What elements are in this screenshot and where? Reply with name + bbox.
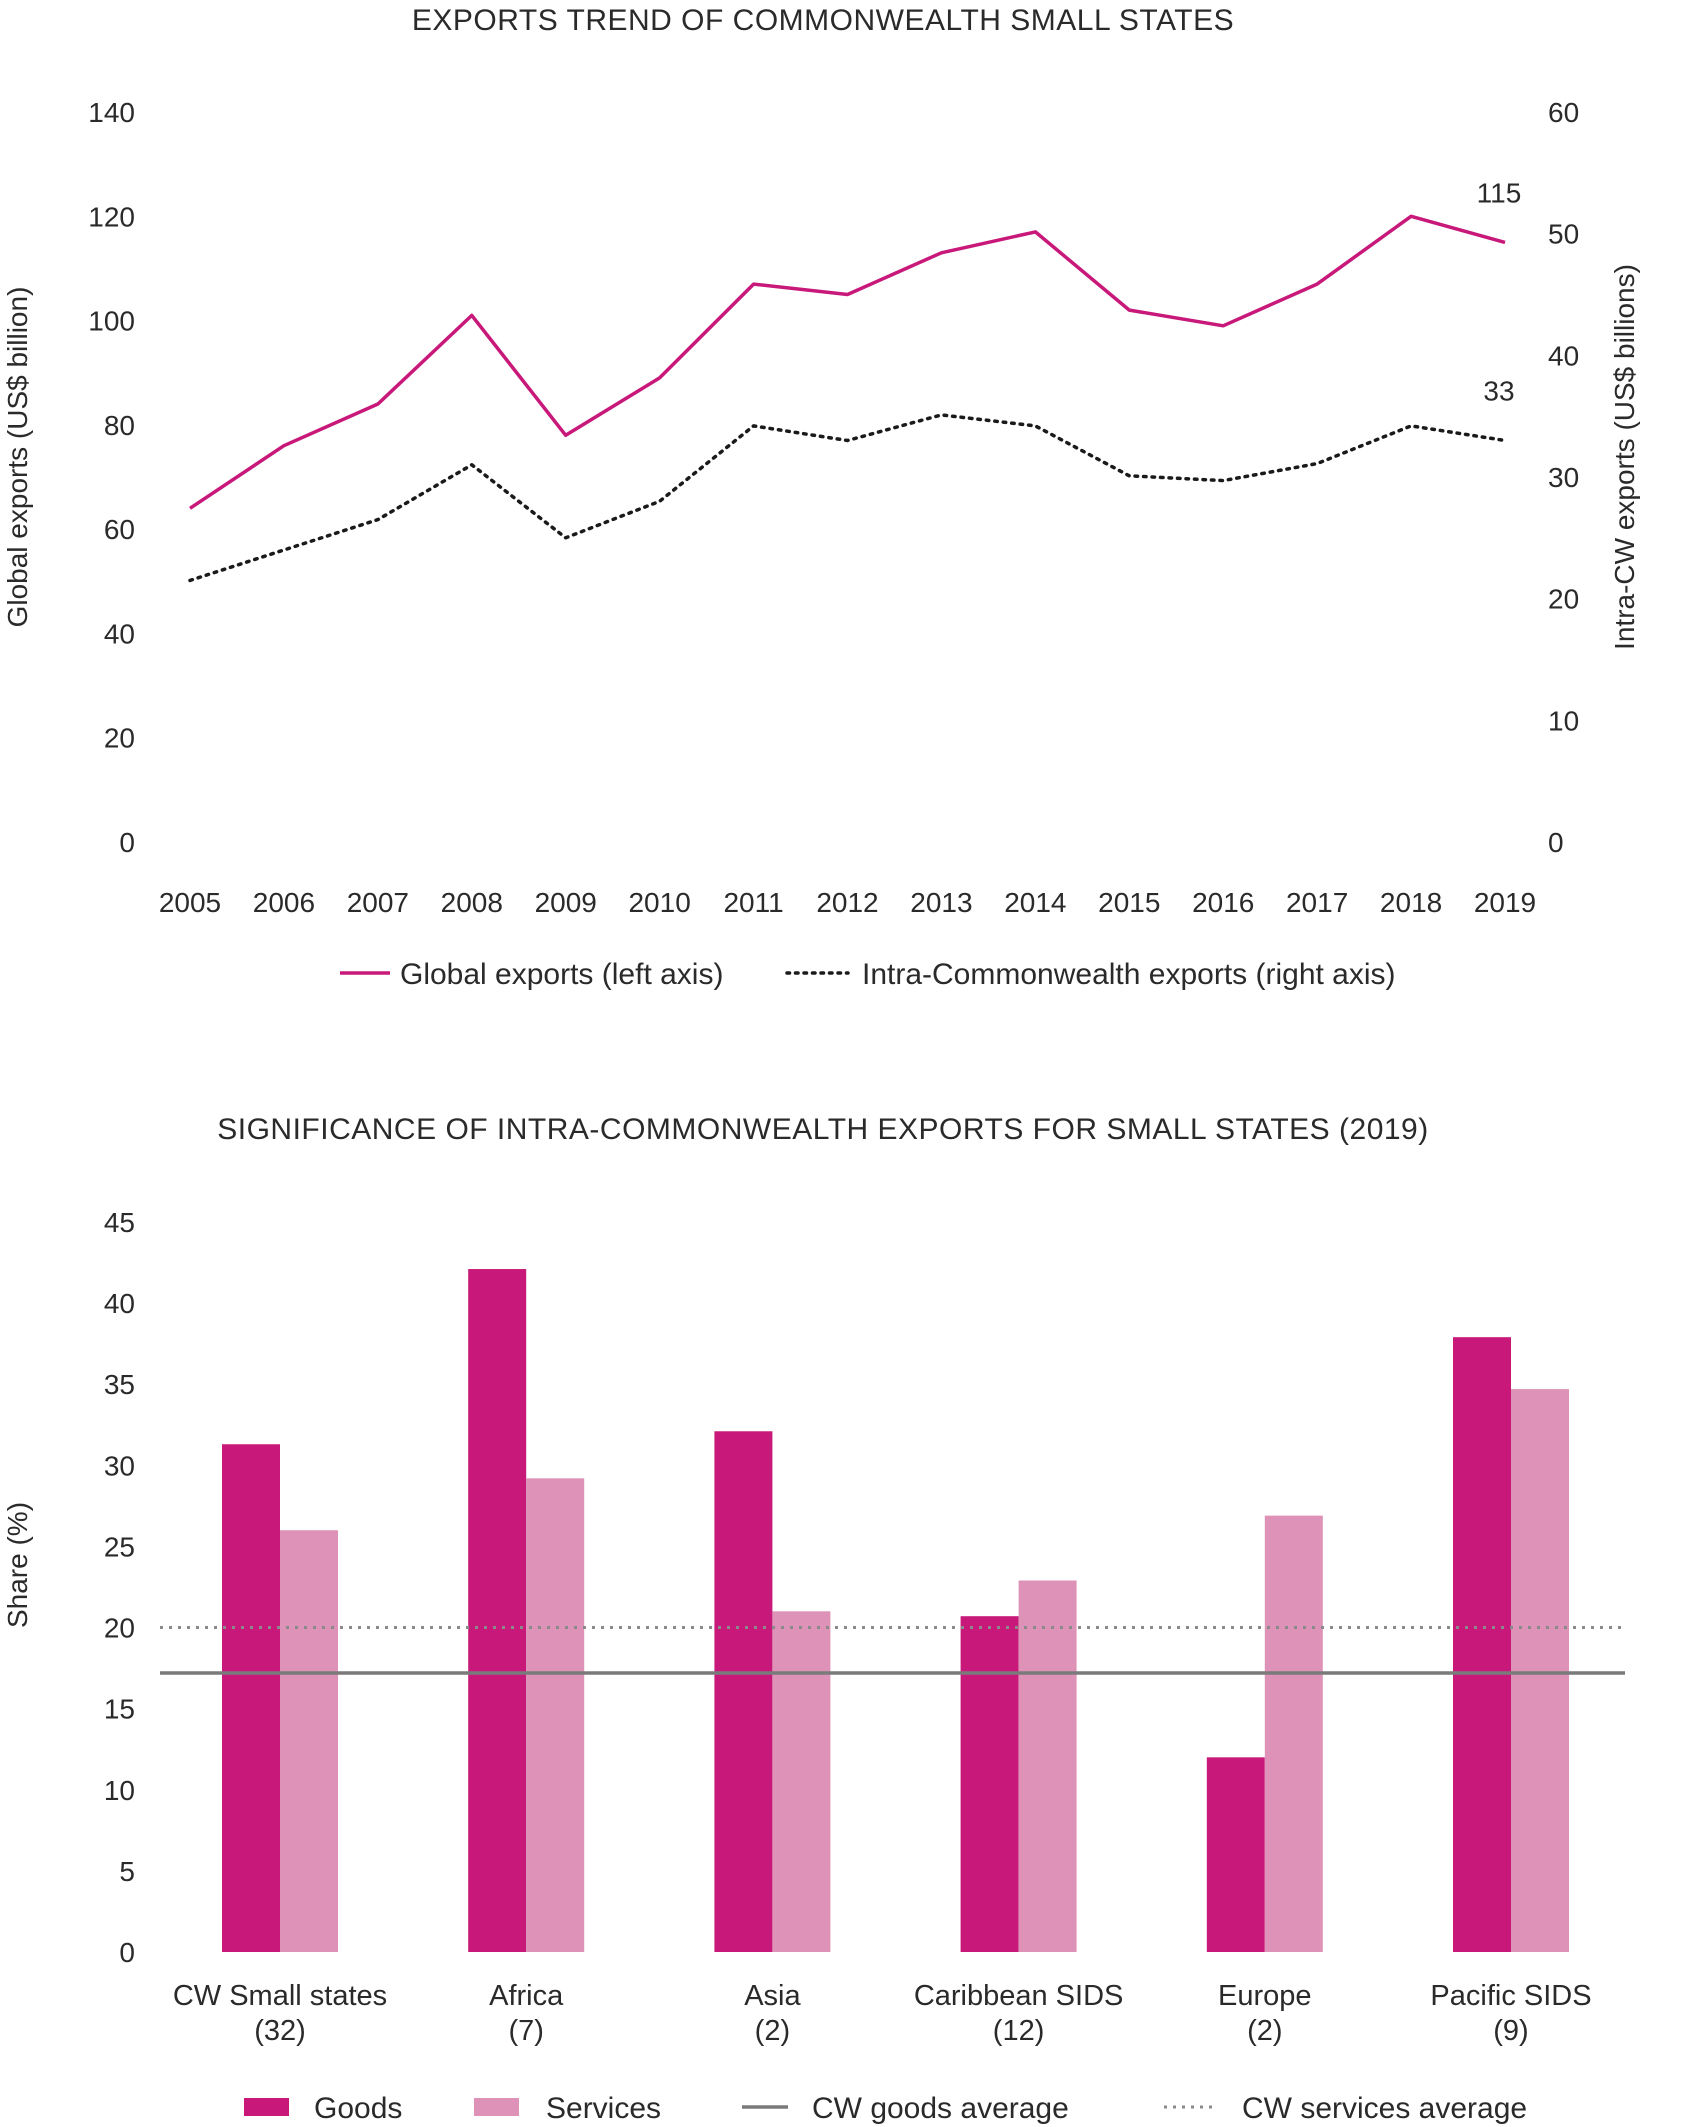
legend-cw-services-average-label: CW services average: [1242, 2092, 1527, 2125]
x-tick-label: 2009: [535, 887, 597, 918]
category-count-label: (2): [755, 2015, 790, 2047]
reference-lines: [160, 1626, 1625, 1675]
x-tick-label: 2019: [1474, 887, 1536, 918]
chart2-legend: Goods Services CW goods average CW servi…: [244, 2092, 1527, 2125]
services-bar: [1264, 1515, 1323, 1952]
category-label: Europe: [1218, 1980, 1312, 2012]
legend-intra-cw-label: Intra-Commonwealth exports (right axis): [862, 958, 1396, 991]
x-tick-label: 2006: [253, 887, 315, 918]
left-tick-label: 40: [104, 618, 135, 649]
right-tick-label: 10: [1548, 705, 1579, 736]
category-label: Africa: [489, 1980, 564, 2012]
legend-cw-goods-average-label: CW goods average: [812, 2092, 1069, 2125]
legend-services-label: Services: [546, 2092, 661, 2125]
category-label: Pacific SIDS: [1430, 1980, 1591, 2012]
services-bar: [526, 1478, 585, 1952]
bar-tick-label: 0: [119, 1937, 135, 1968]
x-tick-label: 2016: [1192, 887, 1254, 918]
chart2-title: SIGNIFICANCE OF INTRA-COMMONWEALTH EXPOR…: [217, 1113, 1428, 1146]
category-label: CW Small states: [173, 1980, 387, 2012]
line-series: 115 33: [188, 177, 1522, 583]
bar-tick-label: 10: [104, 1775, 135, 1806]
left-tick-label: 20: [104, 723, 135, 754]
bar-tick-label: 30: [104, 1450, 135, 1481]
x-tick-label: 2018: [1380, 887, 1442, 918]
left-tick-label: 100: [88, 306, 135, 337]
bar-tick-label: 35: [104, 1369, 135, 1400]
end-value-label: 115: [1477, 177, 1522, 208]
left-axis-label: Global exports (US$ billion): [2, 287, 33, 628]
goods-bar: [714, 1431, 773, 1952]
bar-y-axis-label: Share (%): [2, 1502, 33, 1628]
right-axis-ticks: 0 10 20 30 40 50 60: [1548, 97, 1579, 858]
services-bar: [280, 1530, 338, 1952]
chart1-title: EXPORTS TREND OF COMMONWEALTH SMALL STAT…: [412, 4, 1234, 37]
legend-goods-swatch: [244, 2098, 289, 2116]
global-exports-line: [189, 214, 1506, 510]
goods-bar: [222, 1444, 280, 1952]
category-label: Asia: [744, 1980, 801, 2012]
category-count-label: (2): [1247, 2015, 1282, 2047]
right-tick-label: 30: [1548, 462, 1579, 493]
x-tick-label: 2013: [910, 887, 972, 918]
bar-tick-label: 45: [104, 1207, 135, 1238]
legend-goods-label: Goods: [314, 2092, 402, 2125]
right-tick-label: 40: [1548, 340, 1579, 371]
x-tick-label: 2017: [1286, 887, 1348, 918]
bar-tick-label: 20: [104, 1613, 135, 1644]
bar-tick-label: 25: [104, 1531, 135, 1562]
right-axis-label: Intra-CW exports (US$ billions): [1609, 264, 1640, 650]
end-value-label: 33: [1483, 376, 1514, 407]
x-tick-label: 2008: [441, 887, 503, 918]
services-bar: [1511, 1389, 1569, 1952]
x-axis-ticks: 2005 2006 2007 2008 2009 2010 2011 2012 2013 2014…: [159, 887, 1536, 918]
left-axis-ticks: 0 20 40 60 80 100 120 140: [88, 97, 135, 858]
x-tick-label: 2015: [1098, 887, 1160, 918]
right-tick-label: 20: [1548, 584, 1579, 615]
goods-bar: [1206, 1757, 1265, 1952]
left-tick-label: 80: [104, 410, 135, 441]
intra-cw-significance-chart: SIGNIFICANCE OF INTRA-COMMONWEALTH EXPOR…: [2, 1113, 1625, 2125]
bar-tick-label: 40: [104, 1288, 135, 1319]
goods-bar: [960, 1616, 1019, 1952]
x-tick-label: 2014: [1004, 887, 1066, 918]
chart1-legend: Global exports (left axis) Intra-Commonw…: [340, 958, 1396, 991]
goods-bar: [468, 1269, 527, 1952]
left-tick-label: 60: [104, 514, 135, 545]
legend-global-exports-label: Global exports (left axis): [400, 958, 723, 991]
legend-services-swatch: [474, 2098, 519, 2116]
bar-tick-label: 5: [119, 1856, 135, 1887]
x-tick-label: 2010: [628, 887, 690, 918]
right-tick-label: 0: [1548, 827, 1564, 858]
category-count-label: (12): [993, 2015, 1045, 2047]
category-labels: CW Small states(32)Africa(7)Asia(2)Carib…: [173, 1980, 1592, 2047]
category-count-label: (7): [508, 2015, 543, 2047]
exports-trend-chart: EXPORTS TREND OF COMMONWEALTH SMALL STAT…: [2, 4, 1640, 991]
goods-bar: [1453, 1337, 1511, 1952]
right-tick-label: 60: [1548, 97, 1579, 128]
services-bar: [1018, 1580, 1077, 1952]
x-tick-label: 2012: [816, 887, 878, 918]
left-tick-label: 0: [119, 827, 135, 858]
category-count-label: (9): [1493, 2015, 1528, 2047]
category-label: Caribbean SIDS: [914, 1980, 1124, 2012]
bar-series: [222, 1269, 1569, 1952]
right-tick-label: 50: [1548, 219, 1579, 250]
bar-y-axis-ticks: 0 5 10 15 20 25 30 35 40 45: [104, 1207, 135, 1968]
services-bar: [772, 1611, 831, 1952]
x-tick-label: 2005: [159, 887, 221, 918]
bar-tick-label: 15: [104, 1694, 135, 1725]
left-tick-label: 140: [88, 97, 135, 128]
left-tick-label: 120: [88, 201, 135, 232]
intra-cw-exports-line: [188, 413, 1507, 583]
x-tick-label: 2007: [347, 887, 409, 918]
category-count-label: (32): [254, 2015, 306, 2047]
x-tick-label: 2011: [723, 887, 783, 918]
